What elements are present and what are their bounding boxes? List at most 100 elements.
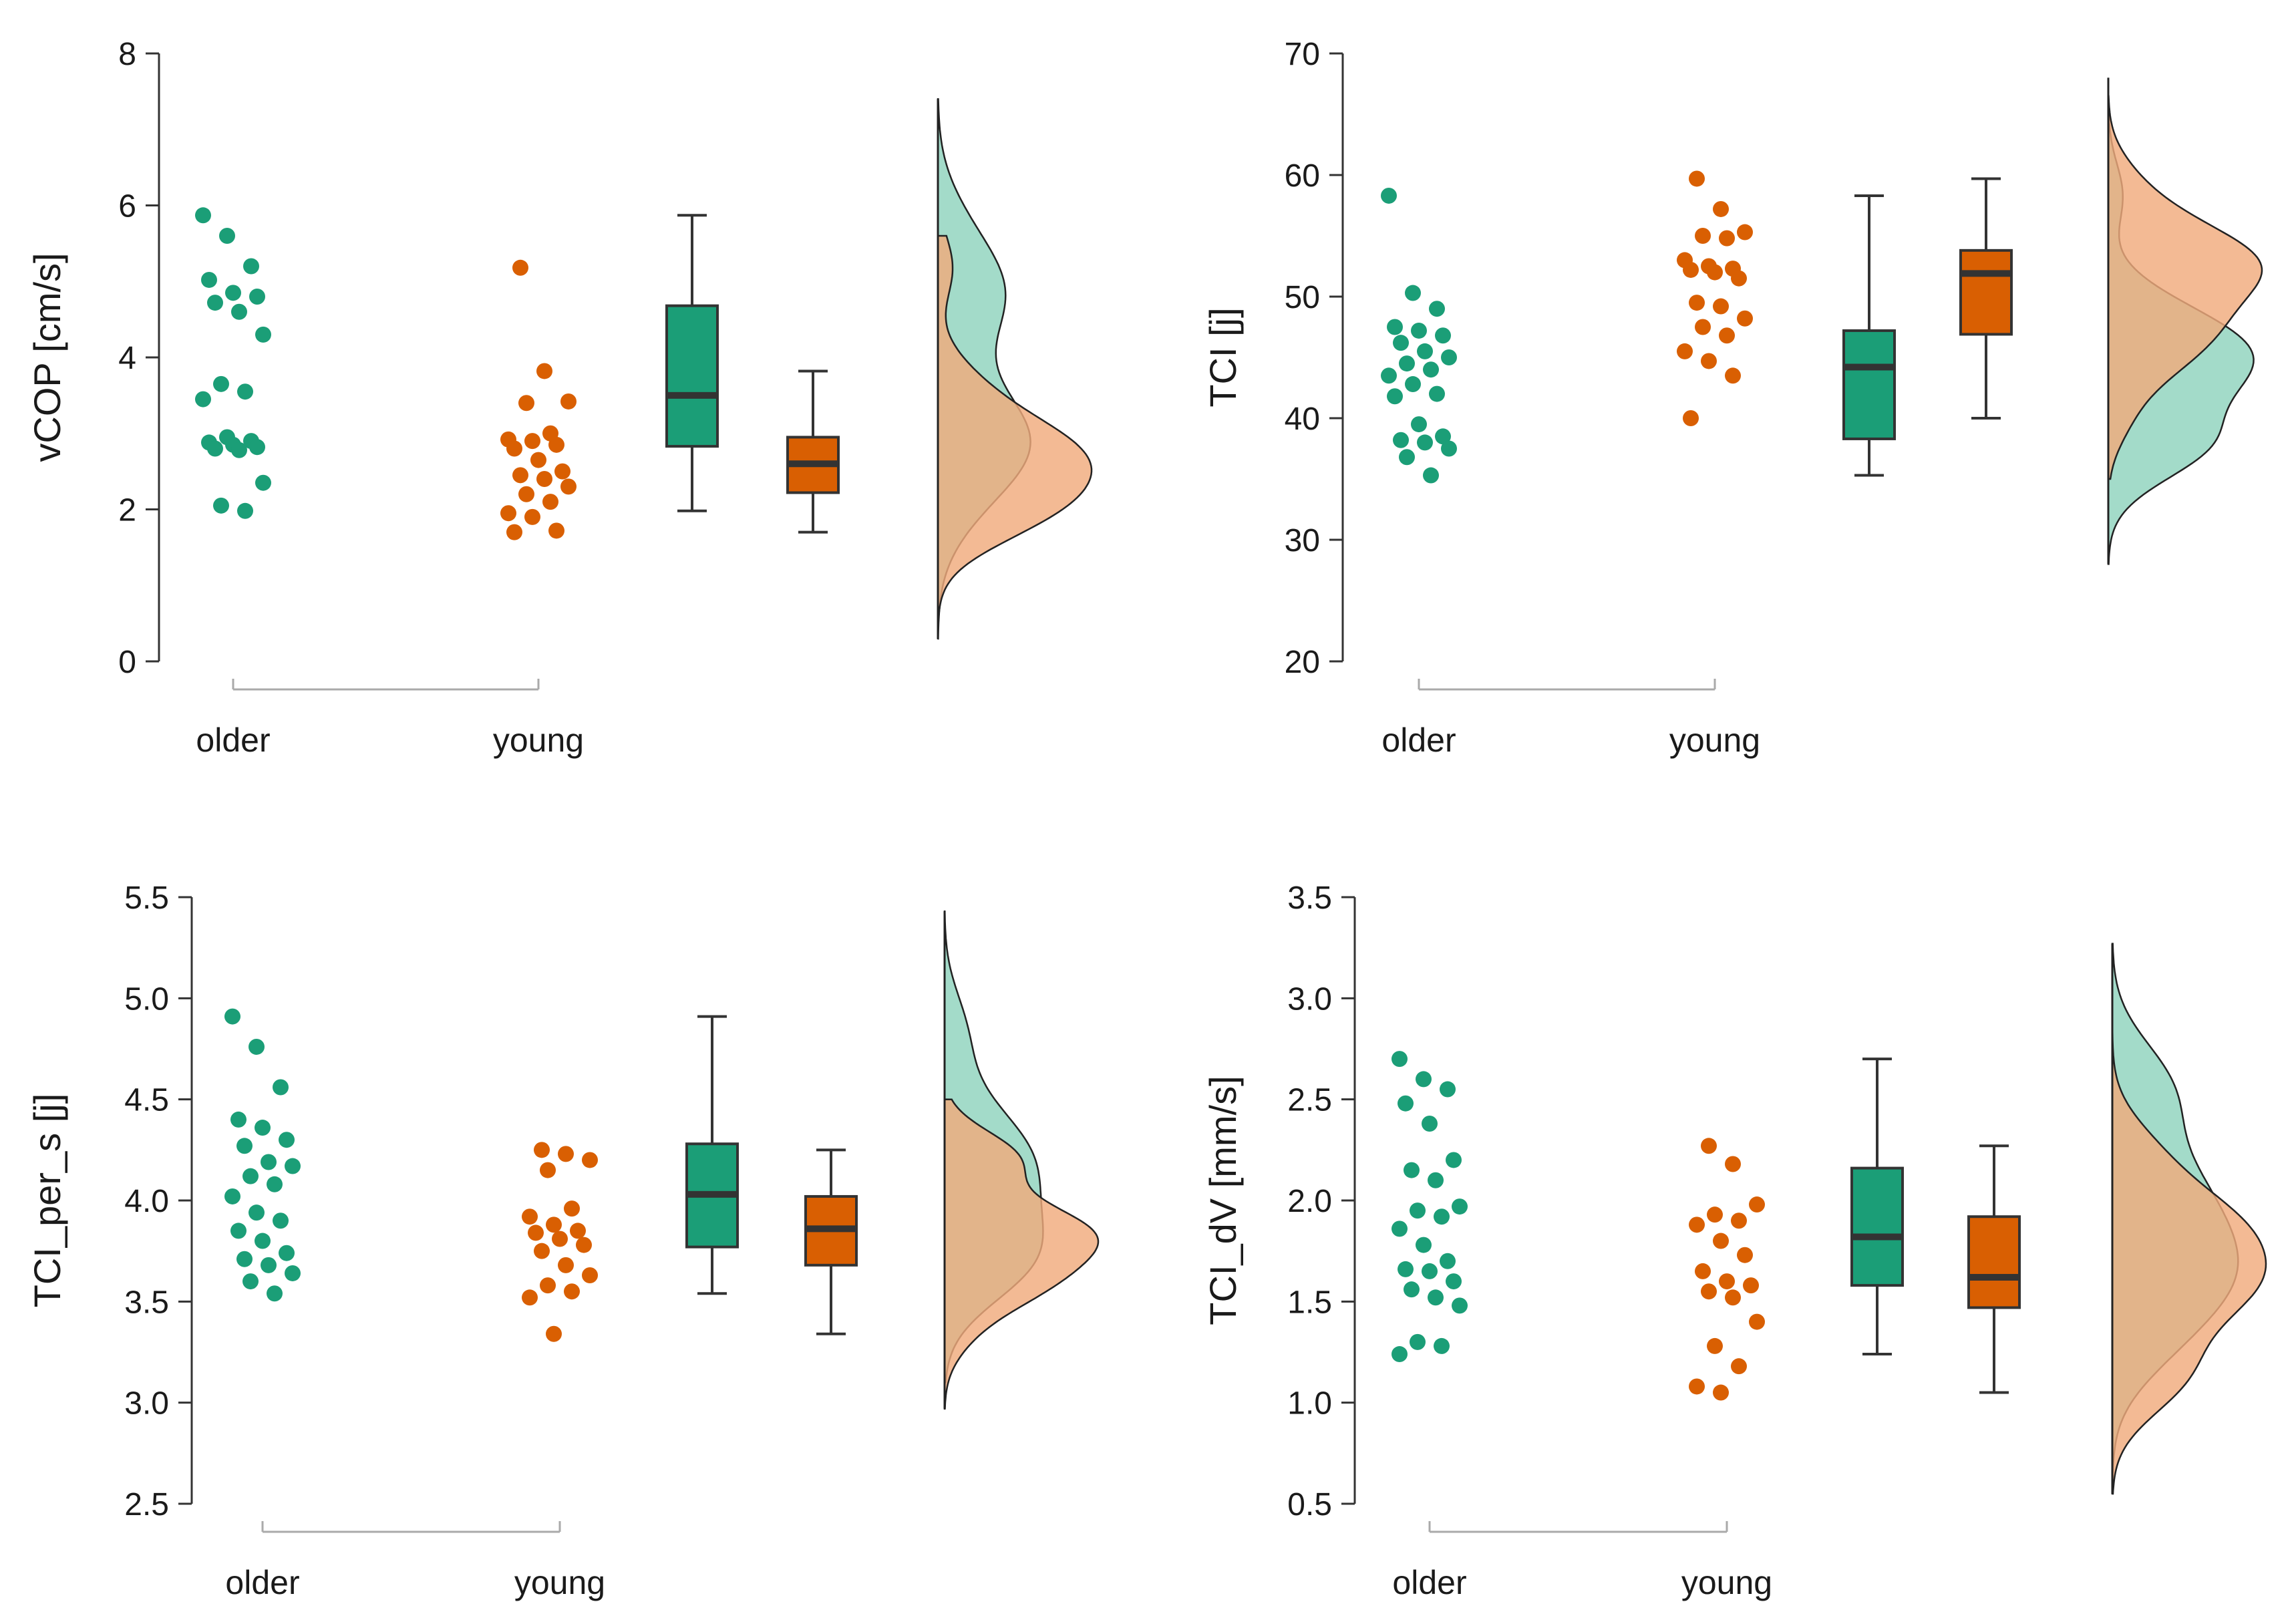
data-point <box>237 502 253 519</box>
data-point <box>207 440 223 457</box>
y-tick-label: 3.5 <box>124 1285 169 1320</box>
y-axis-title: TCI_per_s [j] <box>26 1094 68 1308</box>
y-tick-label: 3.0 <box>124 1386 169 1422</box>
boxplot-older <box>1850 1058 1904 1356</box>
data-point <box>528 1225 544 1241</box>
box-iqr <box>1842 329 1896 440</box>
data-point <box>236 1138 253 1154</box>
data-point <box>530 452 546 468</box>
data-point <box>242 1273 259 1290</box>
data-point <box>1689 295 1705 311</box>
data-point <box>1713 298 1729 315</box>
data-point <box>225 285 241 301</box>
data-point <box>267 1285 283 1302</box>
data-point <box>261 1154 277 1170</box>
box-iqr <box>1850 1166 1904 1287</box>
data-point <box>1731 270 1747 287</box>
y-axis-title: TCI_dV [mm/s] <box>1202 1076 1244 1325</box>
x-category-label-older: older <box>1392 1564 1466 1601</box>
data-point <box>249 1204 265 1221</box>
data-point <box>1417 434 1433 451</box>
boxplot-young <box>804 1148 858 1335</box>
data-point <box>1719 230 1735 247</box>
x-category-label-older: older <box>196 721 270 759</box>
data-point <box>1398 1261 1414 1277</box>
data-point <box>1423 467 1439 484</box>
data-point <box>1707 1206 1723 1223</box>
data-point <box>231 303 247 320</box>
data-point <box>213 375 229 392</box>
data-point <box>1695 228 1711 244</box>
data-point <box>506 524 522 540</box>
data-point <box>285 1158 301 1174</box>
data-point <box>1737 310 1753 327</box>
boxplot-older <box>665 214 719 512</box>
data-point <box>237 383 253 400</box>
y-tick-label: 60 <box>1285 158 1320 194</box>
data-point <box>1731 1212 1747 1229</box>
data-point <box>1391 1221 1408 1237</box>
y-tick-label: 4 <box>118 341 136 376</box>
data-point <box>279 1245 295 1261</box>
y-tick-label: 40 <box>1285 401 1320 437</box>
data-point <box>540 1162 556 1178</box>
data-point <box>1393 335 1409 351</box>
data-point <box>1417 343 1433 359</box>
y-tick-label: 2.5 <box>124 1487 169 1522</box>
data-point <box>230 1111 247 1128</box>
data-point <box>255 474 271 491</box>
data-point <box>506 440 522 457</box>
x-category-label-young: young <box>1669 721 1760 759</box>
data-point <box>1429 301 1445 317</box>
y-tick-label: 30 <box>1285 523 1320 558</box>
data-point <box>1725 367 1741 384</box>
density-cloud-young <box>2107 95 2263 480</box>
data-point <box>1411 322 1427 339</box>
data-point <box>255 326 271 343</box>
y-tick-label: 3.5 <box>1287 880 1332 916</box>
x-category-label-older: older <box>225 1564 299 1601</box>
density-cloud-young <box>937 234 1093 640</box>
boxplot-young <box>1959 177 2013 420</box>
data-point <box>1435 428 1451 445</box>
y-tick-label: 50 <box>1285 280 1320 315</box>
data-point <box>1423 361 1439 378</box>
data-point <box>1725 1156 1741 1172</box>
data-point <box>1689 1216 1705 1233</box>
data-point <box>1446 1273 1462 1290</box>
x-category-label-young: young <box>514 1564 605 1601</box>
data-point <box>1749 1313 1765 1330</box>
data-point <box>1731 1358 1747 1375</box>
y-tick-label: 5.0 <box>124 981 169 1017</box>
data-point <box>524 508 540 525</box>
data-point <box>518 486 534 502</box>
data-point <box>1434 1337 1450 1354</box>
data-point <box>249 289 265 305</box>
data-point <box>1677 343 1693 359</box>
data-point <box>1725 1289 1741 1306</box>
data-point <box>570 1223 586 1239</box>
y-tick-label: 2.0 <box>1287 1184 1332 1219</box>
data-point <box>1701 353 1717 369</box>
data-point <box>1411 416 1427 433</box>
data-point <box>255 1233 271 1249</box>
boxplot-young <box>786 369 840 534</box>
y-tick-label: 4.5 <box>124 1083 169 1118</box>
data-point <box>219 228 235 244</box>
y-tick-label: 4.0 <box>124 1184 169 1219</box>
data-point <box>558 1146 574 1162</box>
y-tick-label: 1.0 <box>1287 1386 1332 1422</box>
data-point <box>1405 376 1421 393</box>
data-point <box>261 1257 277 1273</box>
x-category-label-older: older <box>1381 721 1456 759</box>
data-point <box>224 1188 240 1204</box>
data-point <box>1737 1247 1753 1263</box>
data-point <box>231 442 247 458</box>
data-point <box>1452 1198 1468 1215</box>
data-point <box>512 259 528 276</box>
data-point <box>558 1257 574 1273</box>
data-point <box>1381 367 1397 384</box>
data-point <box>1737 224 1753 240</box>
data-point <box>582 1152 598 1168</box>
data-point <box>267 1176 283 1192</box>
